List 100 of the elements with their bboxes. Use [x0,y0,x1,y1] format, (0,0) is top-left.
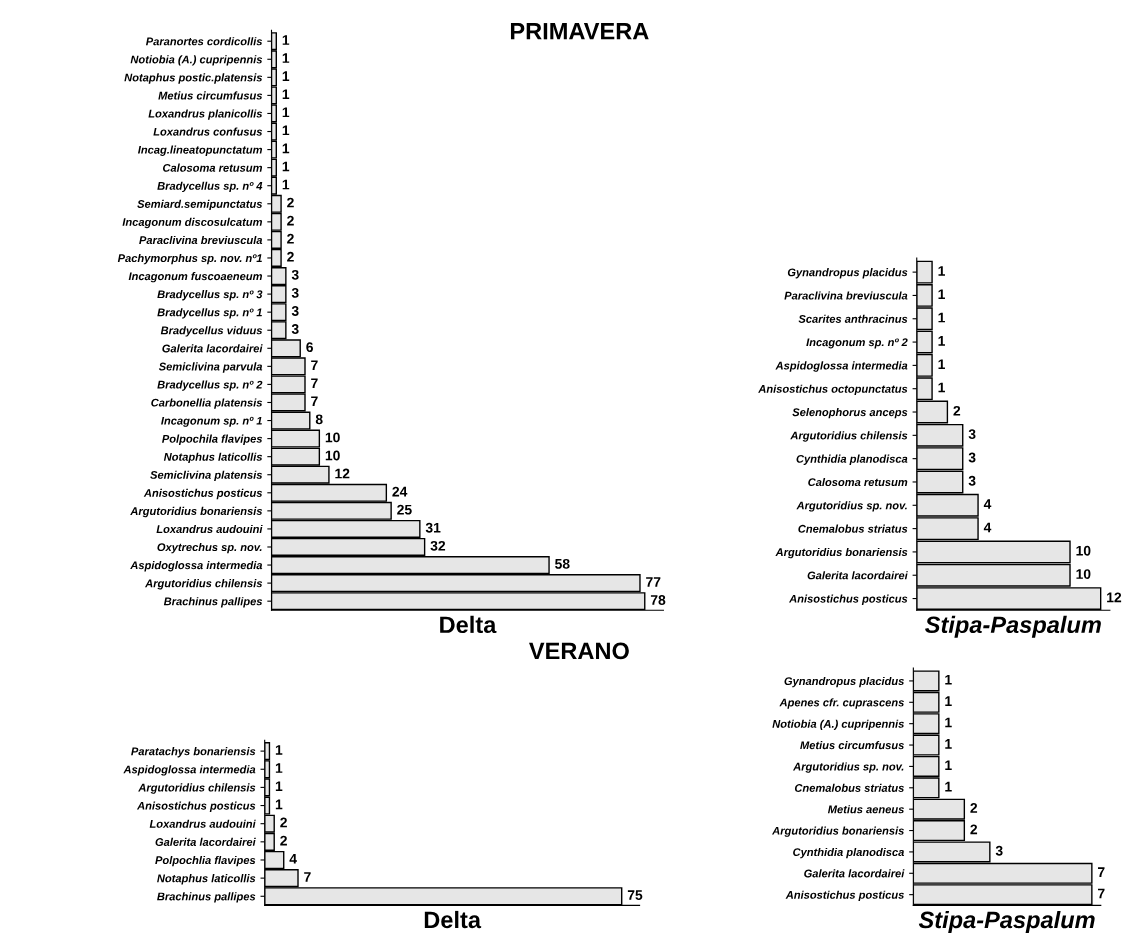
data-label: 1 [945,717,952,728]
data-label: 3 [968,429,976,440]
data-label: 1 [945,674,952,685]
y-tick-label: Brachinus pallipes [157,892,256,903]
y-tick-label: Argutoridius sp. nov. [796,501,907,512]
y-tick-label: Cynthidia planodisca [796,454,908,465]
data-label: 1 [282,143,290,154]
y-tick-label: Carbonellia platensis [151,398,263,409]
y-tick-label: Loxandrus planicollis [148,109,263,120]
y-tick-label: Notaphus laticollis [163,452,263,463]
y-tick-label: Metius circumfusus [800,741,904,750]
data-label: 3 [291,269,299,280]
data-label: 1 [938,359,945,369]
data-label: 10 [325,450,340,461]
y-tick-label: Argutoridius bonariensis [130,506,263,518]
data-label: 3 [968,452,976,463]
y-tick-label: Anisostichus octopunctatus [758,384,908,396]
y-tick-label: Gynandropus placidus [784,676,904,688]
x-axis-title: Stipa-Paspalum [925,615,1101,638]
data-label: 7 [311,360,318,370]
y-tick-label: Cnemalobus striatus [794,783,904,792]
data-label: 1 [282,71,290,81]
chart-title: VERANO [529,642,629,660]
data-label: 2 [953,405,961,416]
data-label: 7 [311,396,318,407]
data-label: 1 [282,179,290,190]
data-label: 3 [995,845,1003,856]
data-label: 1 [282,89,290,99]
y-tick-label: Cnemalobus striatus [798,524,908,533]
data-label: 7 [304,872,311,882]
data-label: 1 [945,739,952,749]
y-tick-label: Argutoridius sp. nov. [792,762,904,773]
y-tick-label: Anisostichus posticus [143,488,263,500]
y-tick-label: Paraclivina breviuscula [139,235,263,245]
x-axis-title: Stipa-Paspalum [918,910,1095,933]
data-label: 32 [430,540,446,551]
y-tick-label: Loxandrus audouini [149,819,256,828]
y-tick-label: Notiobia (A.) cupripennis [772,719,904,730]
y-tick-label: Calosoma retusum [163,163,263,172]
data-label: 7 [1098,888,1105,899]
y-tick-label: Incag.lineatopunctatum [137,145,263,156]
y-tick-label: Cynthidia planodisca [793,847,904,859]
y-tick-label: Bradycellus sp. nº 4 [157,181,263,193]
y-tick-label: Anisostichus posticus [136,801,256,812]
y-tick-label: Galerita lacordairei [162,344,263,353]
y-tick-label: Semiclivina parvula [158,362,263,373]
data-label: 8 [315,414,323,425]
y-tick-label: Anisostichus posticus [785,890,904,901]
y-tick-label: Selenophorus anceps [792,407,908,419]
y-tick-label: Semiard.semipunctatus [137,199,263,211]
y-tick-label: Brachinus pallipes [163,597,263,608]
data-label: 3 [968,475,976,486]
data-label: 1 [945,696,952,706]
y-tick-label: Metius aeneus [827,805,904,814]
data-label: 1 [938,336,945,346]
y-tick-label: Incagonum sp. nº 1 [161,416,262,427]
y-tick-label: Metius circumfusus [158,91,263,100]
y-tick-label: Polpochlia flavipes [155,855,256,867]
y-tick-label: Aspidoglossa intermedia [123,765,256,776]
data-label: 12 [1107,592,1122,603]
data-label: 58 [555,558,570,569]
data-label: 2 [970,824,978,835]
y-tick-label: Calosoma retusum [808,477,908,487]
data-label: 1 [275,763,283,773]
data-label: 10 [325,432,340,443]
y-tick-label: Gynandropus placidus [787,268,908,279]
x-axis-title: Delta [440,615,497,634]
y-tick-label: Argutoridius chilensis [144,579,263,590]
y-tick-label: Argutoridius chilensis [790,431,908,442]
y-tick-label: Scarites anthracinus [798,314,908,323]
data-label: 4 [289,854,297,864]
y-tick-label: Anisostichus posticus [788,594,908,605]
data-label: 2 [280,817,287,828]
data-label: 1 [282,125,290,136]
y-tick-label: Oxytrechus sp. nov. [157,542,262,554]
x-axis-title: Delta [424,910,482,929]
data-label: 1 [282,53,290,63]
data-label: 2 [970,803,978,813]
y-tick-label: Bradycellus sp. nº 1 [157,308,262,319]
y-tick-label: Bradycellus viduus [160,326,263,337]
data-label: 31 [425,522,441,533]
data-label: 2 [287,197,294,208]
y-tick-label: Bradycellus sp. nº 3 [157,290,263,301]
y-tick-label: Incagonum fuscoaeneum [128,272,263,283]
y-tick-label: Aspidoglossa intermedia [775,361,908,372]
data-label: 6 [306,342,313,353]
y-tick-label: Notiobia (A.) cupripennis [130,55,263,66]
data-label: 1 [275,799,283,810]
data-label: 1 [282,107,290,118]
y-tick-label: Galerita lacordairei [804,869,905,878]
y-tick-label: Paraclivina breviuscula [784,291,908,300]
data-label: 10 [1076,545,1091,556]
data-label: 3 [291,324,299,334]
data-label: 1 [275,781,283,791]
data-label: 1 [945,760,952,771]
data-label: 75 [627,890,643,900]
y-tick-label: Incagonum sp. nº 2 [806,338,908,349]
y-tick-label: Polpochila flavipes [162,434,263,445]
data-label: 24 [392,486,408,497]
data-label: 77 [646,577,661,587]
